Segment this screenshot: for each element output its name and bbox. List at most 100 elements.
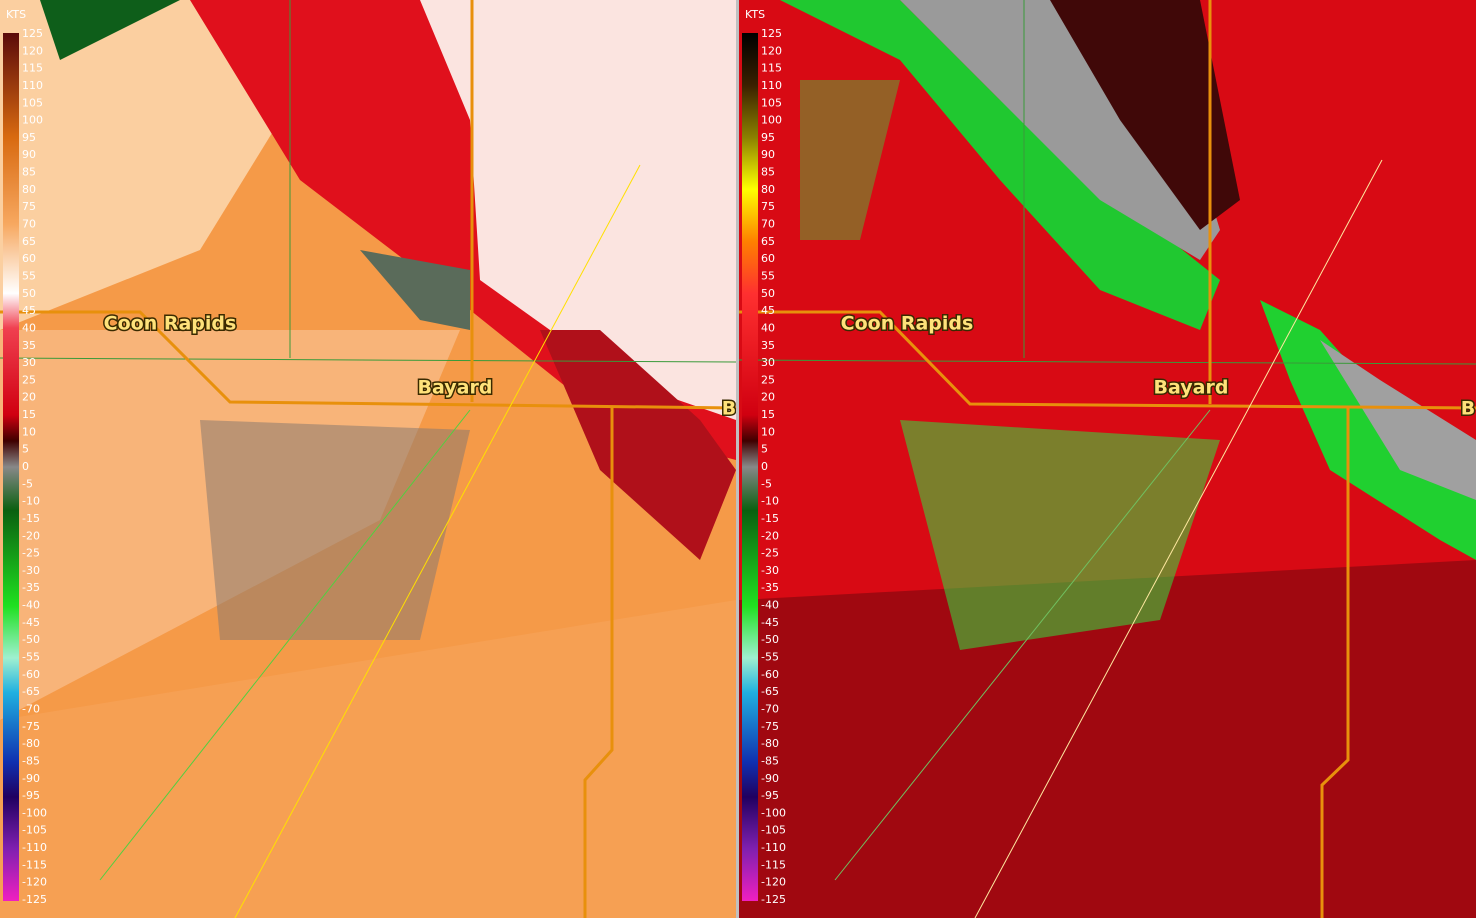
scale-label: -80 xyxy=(761,737,779,750)
scale-label: 30 xyxy=(22,356,36,369)
scale-label: -55 xyxy=(22,651,40,664)
scale-label: -115 xyxy=(22,858,47,871)
scale-label: -115 xyxy=(761,858,786,871)
scale-label: -40 xyxy=(22,599,40,612)
scale-label: 45 xyxy=(761,304,775,317)
scale-label: 105 xyxy=(761,96,782,109)
scale-label: -40 xyxy=(761,599,779,612)
scale-label: -15 xyxy=(22,512,40,525)
scale-label: -20 xyxy=(761,529,779,542)
scale-label: -65 xyxy=(761,685,779,698)
unit-label: KTS xyxy=(6,8,26,21)
scale-label: -5 xyxy=(22,477,33,490)
scale-label: 100 xyxy=(22,114,43,127)
scale-label: -35 xyxy=(22,581,40,594)
left-panel: Coon Rapids Bayard B xyxy=(0,0,736,918)
scale-label: -80 xyxy=(22,737,40,750)
scale-label: 60 xyxy=(22,252,36,265)
scale-label: 85 xyxy=(761,166,775,179)
scale-label: 45 xyxy=(22,304,36,317)
scale-label: 120 xyxy=(761,44,782,57)
scale-label: -50 xyxy=(22,633,40,646)
scale-label: -90 xyxy=(22,772,40,785)
scale-label: 15 xyxy=(22,408,36,421)
scale-label: -125 xyxy=(22,893,47,906)
scale-label: -100 xyxy=(22,806,47,819)
scale-label: 30 xyxy=(761,356,775,369)
scale-label: 15 xyxy=(761,408,775,421)
scale-label: 110 xyxy=(22,79,43,92)
scale-label: -70 xyxy=(761,702,779,715)
scale-label: 25 xyxy=(761,373,775,386)
scale-label: -15 xyxy=(761,512,779,525)
scale-label: 75 xyxy=(761,200,775,213)
scale-label: 70 xyxy=(761,218,775,231)
scale-label: 75 xyxy=(22,200,36,213)
scale-label: 40 xyxy=(22,321,36,334)
scale-label: 35 xyxy=(22,339,36,352)
scale-label: 55 xyxy=(22,269,36,282)
scale-label: 0 xyxy=(761,460,768,473)
scale-label: -120 xyxy=(761,876,786,889)
scale-label: 95 xyxy=(761,131,775,144)
scale-label: 65 xyxy=(22,235,36,248)
scale-label: -75 xyxy=(22,720,40,733)
scale-label: -120 xyxy=(22,876,47,889)
scale-label: -110 xyxy=(22,841,47,854)
scale-label: 40 xyxy=(761,321,775,334)
scale-label: -100 xyxy=(761,806,786,819)
scale-label: -95 xyxy=(761,789,779,802)
place-label: Bayard xyxy=(418,377,493,399)
scale-label: -50 xyxy=(761,633,779,646)
scale-label: -35 xyxy=(761,581,779,594)
scale-label: -10 xyxy=(22,495,40,508)
scale-label: 0 xyxy=(22,460,29,473)
scale-label: 115 xyxy=(761,62,782,75)
scale-label: 25 xyxy=(22,373,36,386)
right-panel: Coon Rapids Bayard B xyxy=(739,0,1476,918)
scale-label: -85 xyxy=(761,754,779,767)
scale-label: 90 xyxy=(22,148,36,161)
scale-label: 60 xyxy=(761,252,775,265)
scale-label: 20 xyxy=(22,391,36,404)
scale-label: 95 xyxy=(22,131,36,144)
scale-label: -125 xyxy=(761,893,786,906)
scale-label: 70 xyxy=(22,218,36,231)
scale-label: 5 xyxy=(22,443,29,456)
place-label: Bayard xyxy=(1154,377,1229,399)
scale-label: 100 xyxy=(761,114,782,127)
scale-label: -85 xyxy=(22,754,40,767)
place-label: Coon Rapids xyxy=(104,313,237,335)
scale-label: 80 xyxy=(22,183,36,196)
scale-label: -20 xyxy=(22,529,40,542)
scale-label: -55 xyxy=(761,651,779,664)
scale-label: 50 xyxy=(761,287,775,300)
scale-label: -45 xyxy=(22,616,40,629)
scale-label: 115 xyxy=(22,62,43,75)
scale-label: -60 xyxy=(761,668,779,681)
scale-label: 120 xyxy=(22,44,43,57)
scale-label: 85 xyxy=(22,166,36,179)
scale-label: 125 xyxy=(22,27,43,40)
scale-label: -25 xyxy=(22,547,40,560)
scale-label: -65 xyxy=(22,685,40,698)
scale-label: -70 xyxy=(22,702,40,715)
scale-label: 65 xyxy=(761,235,775,248)
scale-label: -75 xyxy=(761,720,779,733)
scale-label: 125 xyxy=(761,27,782,40)
scale-label: -10 xyxy=(761,495,779,508)
scale-label: -30 xyxy=(761,564,779,577)
divider xyxy=(736,0,739,918)
scale-label: 10 xyxy=(761,425,775,438)
place-label: Coon Rapids xyxy=(841,313,974,335)
scale-label: 90 xyxy=(761,148,775,161)
scale-label: -25 xyxy=(761,547,779,560)
scale-label: -5 xyxy=(761,477,772,490)
place-label: B xyxy=(1461,398,1475,420)
scale-label: -105 xyxy=(761,824,786,837)
place-label: B xyxy=(722,398,736,420)
scale-label: -60 xyxy=(22,668,40,681)
scale-label: 105 xyxy=(22,96,43,109)
scale-label: 80 xyxy=(761,183,775,196)
